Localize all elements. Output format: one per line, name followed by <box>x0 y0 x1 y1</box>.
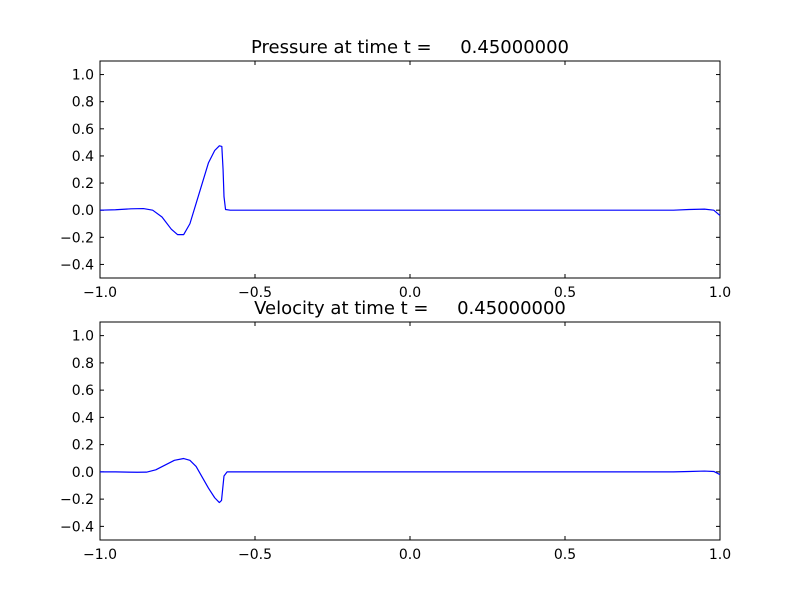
velocity-title: Velocity at time t = 0.45000000 <box>254 298 566 319</box>
pressure-ytick-label: 0.8 <box>72 95 94 111</box>
pressure-line <box>99 145 721 236</box>
pressure-ytick-label: 0.6 <box>72 122 94 138</box>
pressure-ytick-label: −0.4 <box>60 257 94 273</box>
velocity-ytick-label: 1.0 <box>72 329 94 345</box>
velocity-xtick-label: −0.5 <box>238 547 272 563</box>
velocity-ytick-label: 0.4 <box>72 410 94 426</box>
velocity-plot-area <box>99 321 721 541</box>
pressure-title: Pressure at time t = 0.45000000 <box>251 37 569 58</box>
velocity-ytick-label: 0.8 <box>72 356 94 372</box>
pressure-panel: Pressure at time t = 0.45000000 −1.0 −0.5… <box>60 37 731 301</box>
pressure-xtick-label: −1.0 <box>83 285 117 301</box>
velocity-panel: Velocity at time t = 0.45000000 −1.0 −0.5… <box>60 298 731 563</box>
velocity-xtick-label: 0.0 <box>399 547 421 563</box>
pressure-ytick-label: 0.0 <box>72 203 94 219</box>
pressure-plot-area <box>99 60 721 279</box>
pressure-ytick-label: 0.4 <box>72 149 94 165</box>
pressure-ytick-label: 1.0 <box>72 68 94 84</box>
velocity-xtick-label: 0.5 <box>554 547 576 563</box>
pressure-ticks: −1.0 −0.5 0.0 0.5 1.0 −0.4 −0.2 0.0 0.2 0.4 0.6 0.8… <box>60 61 731 301</box>
pressure-xtick-label: 1.0 <box>709 285 731 301</box>
pressure-xtick-label: 0.0 <box>399 285 421 301</box>
velocity-ytick-label: 0.6 <box>72 383 94 399</box>
velocity-xtick-label: −1.0 <box>83 547 117 563</box>
velocity-ytick-label: 0.2 <box>72 438 94 454</box>
pressure-xtick-label: 0.5 <box>554 285 576 301</box>
velocity-ticks: −1.0 −0.5 0.0 0.5 1.0 −0.4 −0.2 0.0 0.2 0.4 0.6 0.8… <box>60 322 731 563</box>
pressure-xtick-label: −0.5 <box>238 285 272 301</box>
pressure-ytick-label: −0.2 <box>60 230 94 246</box>
pressure-ytick-label: 0.2 <box>72 176 94 192</box>
velocity-xtick-label: 1.0 <box>709 547 731 563</box>
velocity-ytick-label: −0.4 <box>60 519 94 535</box>
velocity-ytick-label: −0.2 <box>60 492 94 508</box>
velocity-ytick-label: 0.0 <box>72 465 94 481</box>
velocity-line <box>100 457 721 504</box>
